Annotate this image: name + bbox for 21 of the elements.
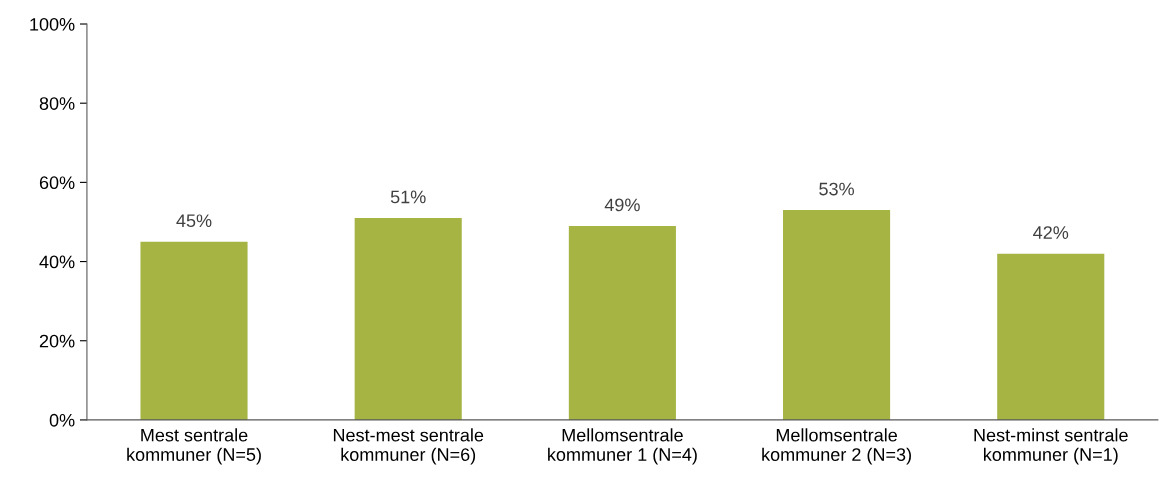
y-tick-label: 80% [39,97,75,110]
y-tick-label: 60% [39,176,75,190]
bar [140,241,248,420]
x-tick-label: Mest sentrale kommuner (N=5) [127,428,261,465]
x-tick-label: Nest-minst sentrale kommuner (N=1) [974,428,1128,465]
data-label: 42% [1033,226,1069,239]
x-tick-label: Nest-mest sentrale kommuner (N=6) [333,428,484,465]
bar [997,253,1105,420]
bar [568,225,676,420]
y-tick-label: 20% [39,334,75,348]
data-label: 51% [390,190,426,204]
x-tick-label: Mellomsentrale kommuner 2 (N=3) [762,428,911,465]
bar [783,210,891,420]
data-label: 49% [604,198,640,212]
y-tick-label: 100% [30,17,75,31]
x-tick-label: Mellomsentrale kommuner 1 (N=4) [548,428,697,465]
y-tick-label: 40% [39,255,75,269]
data-label: 45% [176,214,212,228]
data-label: 53% [819,182,854,196]
bar [354,218,462,420]
y-tick-label: 0% [49,413,75,427]
